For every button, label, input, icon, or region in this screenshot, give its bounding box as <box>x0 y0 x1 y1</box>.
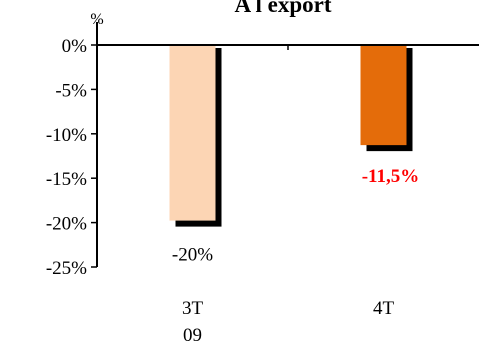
chart-title: A l export <box>234 0 331 17</box>
category-labels: 3T 09 4T <box>182 298 395 345</box>
bar-1 <box>169 45 216 221</box>
y-tick-label: -20% <box>46 214 87 235</box>
y-tick-label: -25% <box>46 258 87 279</box>
y-axis-unit-label: % <box>90 11 103 28</box>
data-label-1: -20% <box>172 245 213 266</box>
axes <box>96 22 479 267</box>
y-tick-label: 0% <box>62 36 88 57</box>
data-label-2: -11,5% <box>362 166 420 187</box>
y-axis-ticks: 0% -5% -10% -15% -20% -25% <box>46 36 97 279</box>
category-label-1: 3T 09 <box>182 298 204 345</box>
data-labels: -20% -11,5% <box>172 166 419 265</box>
y-tick-label: -5% <box>55 80 87 101</box>
category-label-2: 4T <box>373 298 395 319</box>
bars <box>169 45 413 227</box>
y-tick-label: -10% <box>46 125 87 146</box>
y-tick-label: -15% <box>46 169 87 190</box>
bar-2 <box>360 45 407 146</box>
